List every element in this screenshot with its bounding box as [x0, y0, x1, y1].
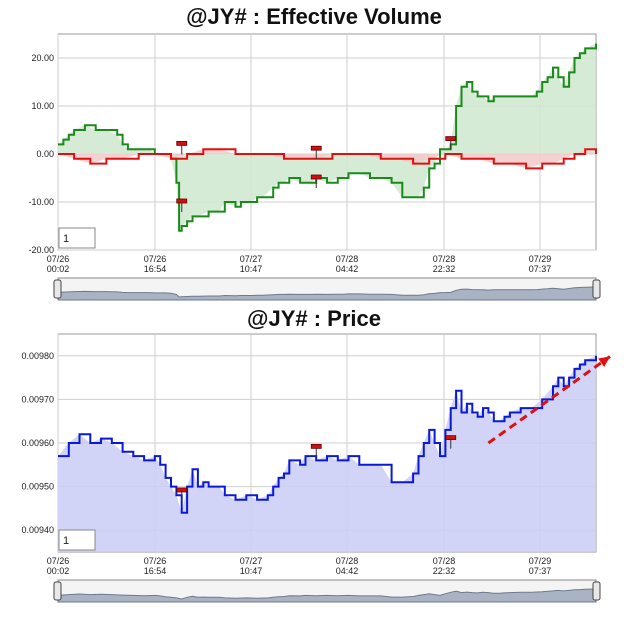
x-tick-time: 07:37: [529, 264, 552, 274]
y-tick-label: 0.00: [36, 149, 54, 159]
x-tick-time: 16:54: [144, 566, 167, 576]
period-box-value: 1: [63, 233, 69, 245]
zoom-handle-left[interactable]: [53, 581, 62, 601]
trade-marker: [310, 174, 322, 188]
period-box[interactable]: 1: [58, 529, 96, 551]
x-tick-date: 07/26: [144, 254, 167, 264]
x-tick-date: 07/26: [144, 556, 167, 566]
x-tick-date: 07/28: [336, 556, 359, 566]
x-tick-date: 07/27: [240, 556, 263, 566]
trade-marker: [445, 136, 457, 150]
x-tick-date: 07/28: [433, 556, 456, 566]
y-tick-label: 0.00960: [21, 438, 54, 448]
y-tick-label: 0.00940: [21, 525, 54, 535]
period-box-frame[interactable]: [58, 227, 96, 249]
marker-flag: [310, 443, 322, 449]
x-tick-date: 07/29: [529, 556, 552, 566]
x-tick-time: 22:32: [433, 264, 456, 274]
x-tick-time: 16:54: [144, 264, 167, 274]
marker-flag: [176, 198, 188, 204]
period-box-value: 1: [63, 535, 69, 547]
chart-1: 0.00980 0.00970 0.00960 0.00950 0.00940 07/26…: [21, 333, 611, 603]
x-tick-time: 22:32: [433, 566, 456, 576]
marker-flag: [310, 145, 322, 151]
x-tick-date: 07/28: [336, 254, 359, 264]
trade-marker: [310, 443, 322, 458]
y-tick-label: 20.00: [31, 53, 54, 63]
x-tick-time: 07:37: [529, 566, 552, 576]
x-tick-time: 00:02: [47, 566, 70, 576]
marker-flag: [445, 435, 457, 441]
price-chart-title: @JY# : Price: [247, 306, 381, 331]
zoom-silhouette: [57, 588, 597, 603]
x-tick-date: 07/28: [433, 254, 456, 264]
marker-flag: [176, 487, 188, 493]
trade-marker: [176, 487, 188, 501]
trade-marker: [445, 435, 457, 449]
period-box-frame[interactable]: [58, 529, 96, 551]
marker-flag: [310, 174, 322, 180]
marker-flag: [176, 140, 188, 146]
series-area-0: [58, 355, 596, 552]
chart-0: 20.0010.000.00-10.00-20.0007/2600:0207/2…: [28, 33, 601, 301]
zoom-silhouette: [57, 286, 597, 301]
zoom-navigator[interactable]: [53, 277, 601, 301]
trade-marker: [176, 198, 188, 212]
x-tick-date: 07/29: [529, 254, 552, 264]
zoom-handle-right[interactable]: [592, 581, 601, 601]
x-tick-date: 07/26: [47, 556, 70, 566]
zoom-handle-right[interactable]: [592, 279, 601, 299]
y-tick-label: 0.00970: [21, 394, 54, 404]
marker-flag: [445, 136, 457, 142]
zoom-handle-left[interactable]: [53, 279, 62, 299]
x-tick-time: 10:47: [240, 264, 263, 274]
y-tick-label: 10.00: [31, 101, 54, 111]
trade-marker: [310, 145, 322, 160]
series-line-1: [58, 148, 597, 170]
x-tick-time: 04:42: [336, 264, 359, 274]
y-tick-label: -20.00: [28, 245, 54, 255]
y-tick-label: 0.00980: [21, 351, 54, 361]
series-line-0: [58, 355, 597, 514]
y-tick-label: -10.00: [28, 197, 54, 207]
trend-arrow-line: [487, 355, 611, 445]
trade-marker: [176, 140, 188, 155]
trend-arrow-head: [598, 356, 610, 368]
x-tick-time: 04:42: [336, 566, 359, 576]
x-tick-time: 00:02: [47, 264, 70, 274]
x-tick-date: 07/27: [240, 254, 263, 264]
volume-chart-title: @JY# : Effective Volume: [186, 4, 442, 29]
x-tick-time: 10:47: [240, 566, 263, 576]
zoom-navigator[interactable]: [53, 579, 601, 603]
x-tick-date: 07/26: [47, 254, 70, 264]
period-box[interactable]: 1: [58, 227, 96, 249]
y-tick-label: 0.00950: [21, 482, 54, 492]
